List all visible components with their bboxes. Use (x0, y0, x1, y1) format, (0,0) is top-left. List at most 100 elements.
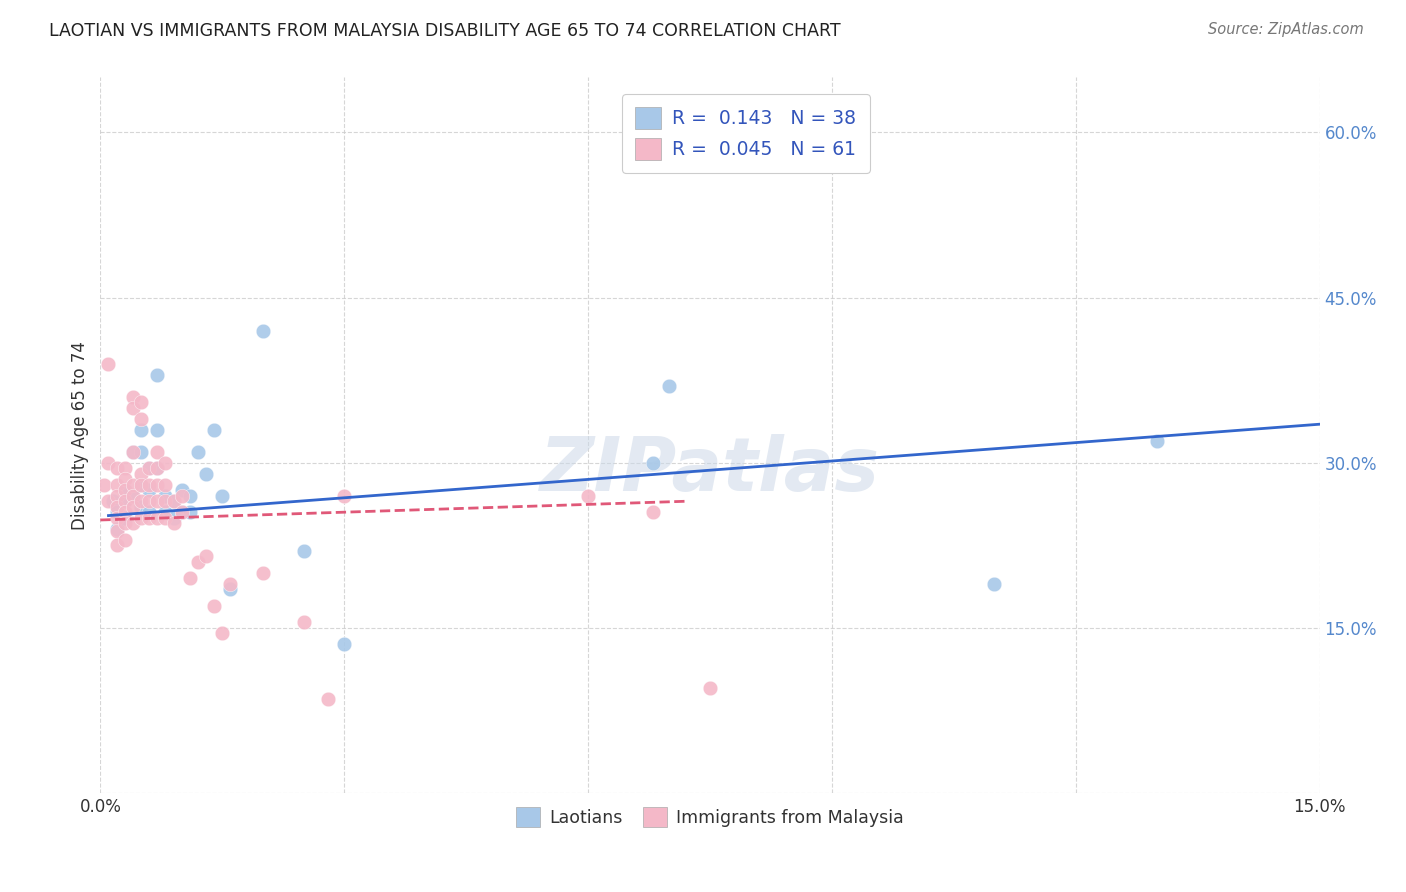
Point (114, 483, 136, 498)
Point (105, 477, 128, 491)
Point (129, 444, 152, 458)
Point (105, 489, 128, 503)
Point (187, 444, 209, 458)
Point (129, 500, 152, 514)
Point (146, 423, 169, 437)
Point (252, 324, 274, 338)
Point (105, 510, 128, 524)
Point (146, 510, 169, 524)
Point (138, 494, 160, 508)
Point (195, 467, 218, 481)
Point (641, 456, 664, 470)
Point (105, 522, 128, 536)
Point (114, 483, 136, 498)
Point (179, 489, 201, 503)
Point (138, 461, 160, 475)
Point (333, 489, 356, 503)
Point (101, 494, 124, 508)
Point (316, 692, 339, 706)
Point (187, 555, 209, 569)
Point (155, 505, 177, 519)
Point (121, 390, 143, 404)
Point (114, 533, 136, 547)
Point (146, 461, 169, 475)
Point (121, 489, 143, 503)
Point (1146, 434, 1168, 448)
Point (105, 505, 128, 519)
Point (121, 500, 143, 514)
Point (121, 477, 143, 491)
Point (170, 483, 193, 498)
Point (146, 368, 169, 382)
Point (129, 467, 152, 481)
Point (105, 461, 128, 475)
Point (162, 494, 184, 508)
Point (129, 510, 152, 524)
Text: Source: ZipAtlas.com: Source: ZipAtlas.com (1208, 22, 1364, 37)
Point (211, 489, 233, 503)
Point (97, 494, 120, 508)
Point (114, 505, 136, 519)
Point (97, 357, 120, 371)
Point (114, 510, 136, 524)
Point (170, 505, 193, 519)
Point (170, 505, 193, 519)
Point (129, 494, 152, 508)
Point (129, 477, 152, 491)
Point (699, 681, 721, 696)
Point (114, 472, 136, 486)
Legend: Laotians, Immigrants from Malaysia: Laotians, Immigrants from Malaysia (509, 800, 911, 834)
Point (138, 477, 160, 491)
Point (292, 544, 315, 558)
Point (93, 477, 115, 491)
Point (138, 461, 160, 475)
Point (292, 615, 315, 630)
Point (121, 444, 143, 458)
Point (333, 637, 356, 651)
Text: ZIPatlas: ZIPatlas (540, 434, 880, 508)
Point (121, 489, 143, 503)
Point (114, 494, 136, 508)
Point (658, 378, 681, 392)
Point (121, 516, 143, 531)
Point (162, 494, 184, 508)
Y-axis label: Disability Age 65 to 74: Disability Age 65 to 74 (72, 341, 89, 530)
Point (219, 582, 242, 597)
Point (155, 489, 177, 503)
Text: LAOTIAN VS IMMIGRANTS FROM MALAYSIA DISABILITY AGE 65 TO 74 CORRELATION CHART: LAOTIAN VS IMMIGRANTS FROM MALAYSIA DISA… (49, 22, 841, 40)
Point (105, 500, 128, 514)
Point (641, 505, 664, 519)
Point (162, 516, 184, 531)
Point (211, 626, 233, 640)
Point (195, 549, 218, 564)
Point (138, 510, 160, 524)
Point (129, 411, 152, 425)
Point (138, 505, 160, 519)
Point (146, 494, 169, 508)
Point (105, 524, 128, 538)
Point (121, 401, 143, 415)
Point (202, 599, 225, 613)
Point (219, 577, 242, 591)
Point (170, 489, 193, 503)
Point (129, 477, 152, 491)
Point (155, 477, 177, 491)
Point (97, 456, 120, 470)
Point (146, 444, 169, 458)
Point (129, 423, 152, 437)
Point (179, 505, 201, 519)
Point (252, 566, 274, 580)
Point (202, 423, 225, 437)
Point (146, 461, 169, 475)
Point (129, 395, 152, 409)
Point (576, 489, 599, 503)
Point (138, 483, 160, 498)
Point (146, 477, 169, 491)
Point (155, 494, 177, 508)
Point (114, 494, 136, 508)
Point (155, 510, 177, 524)
Point (162, 510, 184, 524)
Point (121, 444, 143, 458)
Point (105, 538, 128, 552)
Point (114, 516, 136, 531)
